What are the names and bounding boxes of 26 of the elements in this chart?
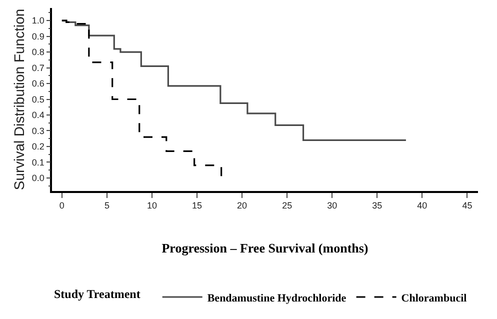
x-tick-label: 45 (462, 200, 472, 211)
legend-label: Chlorambucil (401, 292, 467, 304)
x-tick-label: 15 (192, 200, 202, 211)
y-tick-label: 0.6 (32, 78, 44, 89)
y-axis-title: Survival Distribution Function (11, 8, 28, 190)
x-tick-label: 5 (104, 200, 110, 211)
legend-label: Bendamustine Hydrochloride (207, 292, 346, 304)
y-tick-label: 0.8 (32, 47, 44, 58)
legend-title: Study Treatment (54, 287, 140, 302)
y-tick-label: 0.4 (32, 110, 44, 120)
y-tick-label: 0.3 (32, 126, 44, 136)
y-tick-label: 0.7 (32, 62, 44, 73)
x-tick-label: 30 (327, 200, 338, 211)
x-tick-label: 35 (372, 200, 382, 211)
y-tick-label: 0.1 (32, 157, 44, 168)
x-tick-label: 40 (417, 200, 428, 211)
x-tick-label: 10 (146, 200, 157, 211)
x-tick-label: 25 (282, 200, 292, 211)
y-tick-label: 0.0 (32, 173, 44, 184)
y-tick-label: 0.2 (32, 142, 44, 152)
y-tick-label: 1.0 (32, 16, 44, 26)
x-tick-label: 20 (237, 200, 248, 211)
x-tick-label: 0 (59, 200, 64, 211)
x-axis-title: Progression – Free Survival (months) (162, 240, 368, 256)
y-tick-label: 0.9 (32, 31, 44, 42)
y-tick-label: 0.5 (32, 94, 44, 104)
